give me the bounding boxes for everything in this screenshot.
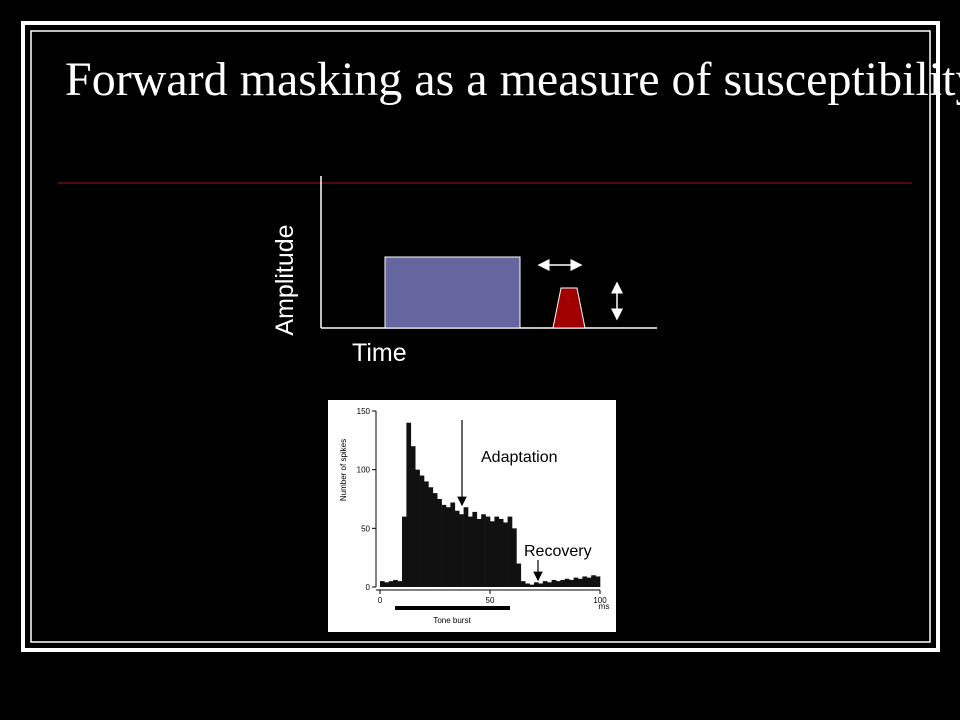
bar [490,521,495,587]
y-tick-label: 100 [357,466,371,475]
bar [551,579,557,587]
bar [441,504,447,587]
tone-burst-bar [395,606,510,610]
amplitude-label: Amplitude [271,224,299,335]
bar [485,516,491,587]
bar [512,528,517,587]
bar [437,499,442,587]
bar [481,514,486,587]
bar [419,475,425,587]
bar [595,576,601,587]
bar [538,583,544,587]
bar [450,502,456,587]
y-tick-label: 50 [361,524,370,533]
bar [388,581,394,587]
bar [520,581,526,587]
bar [494,516,500,587]
bar [406,422,412,587]
bar [459,514,464,587]
bar [525,583,530,587]
bar [582,576,588,587]
bar [432,493,438,587]
adaptation-label: Adaptation [481,449,558,466]
bar [476,518,482,587]
x-tick-label: 100 [593,596,607,605]
bar [428,487,434,587]
bar [586,577,592,587]
y-tick-label: 0 [366,583,371,592]
probe [552,287,586,329]
bar [516,563,522,587]
bar [591,575,596,587]
bar [507,516,513,587]
bar [569,579,574,587]
frame-outer [21,21,940,652]
bar [578,578,583,587]
bar [564,578,570,587]
time-label: Time [352,339,407,367]
bar [393,579,398,587]
x-unit: ms [599,602,610,611]
slide-title: Forward masking as a measure of suscepti… [65,53,960,106]
bar [397,581,403,587]
figure-panel [328,400,616,632]
title-line: Forward masking as a measure of suscepti… [65,53,960,106]
tone-burst-label: Tone burst [433,616,471,625]
bar [556,581,561,587]
bar [503,522,508,587]
frame-inner [30,30,931,643]
bar [410,446,416,587]
bar [384,582,390,587]
bar [468,516,473,587]
bar [498,518,504,587]
recovery-label: Recovery [524,543,592,560]
bar [542,581,548,587]
bar [446,507,451,587]
bar [424,481,429,587]
bar [529,584,535,587]
y-tick-label: 150 [357,407,371,416]
bar [560,579,566,587]
bar [402,516,407,587]
bar [547,582,552,587]
masker [384,256,521,329]
bar [415,469,420,587]
bar [472,511,478,587]
x-tick-label: 50 [486,596,495,605]
bar [534,582,539,587]
bar [380,581,385,587]
bar [463,507,469,587]
bar [454,510,460,587]
y-axis-label: Number of spikes [339,439,348,501]
bar [573,577,579,587]
x-tick-label: 0 [378,596,383,605]
